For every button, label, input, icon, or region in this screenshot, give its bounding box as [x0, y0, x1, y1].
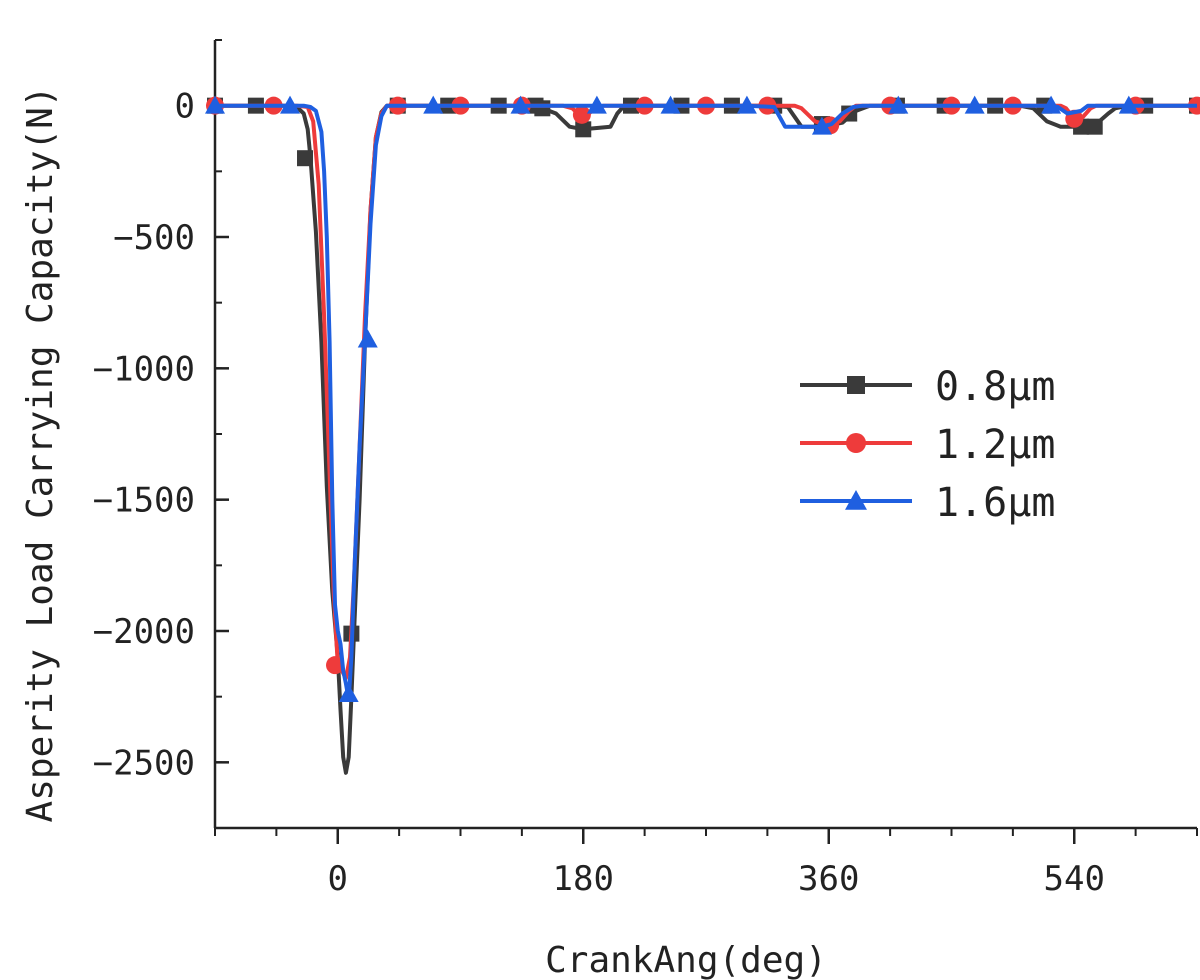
legend-label: 1.2μm: [935, 422, 1055, 468]
legend-item-2: 1.2μm: [800, 422, 1055, 468]
data-point: [586, 95, 607, 114]
y-tick-label: −1000: [93, 349, 195, 389]
y-tick-label: 0: [175, 87, 195, 127]
x-tick-label: 360: [798, 859, 859, 899]
data-point: [326, 656, 345, 675]
data-point: [888, 95, 909, 114]
x-tick-label: 540: [1044, 859, 1105, 899]
data-point: [280, 95, 301, 114]
data-point: [1086, 118, 1103, 135]
legend: 0.8μm 1.2μm 1.6μm: [800, 364, 1055, 526]
data-point: [357, 329, 378, 348]
legend-marker: [846, 433, 866, 453]
legend-marker: [847, 376, 865, 394]
data-point: [534, 100, 551, 117]
y-tick-label: −1500: [93, 481, 195, 521]
series-line: [215, 103, 1197, 702]
data-point: [572, 105, 591, 124]
data-point: [660, 95, 681, 114]
data-point: [510, 95, 531, 114]
data-point: [423, 95, 444, 114]
chart-axes: 0 −500 −1000 −1500 −2000 −2500 0 180 360 540: [93, 39, 1198, 899]
legend-label: 1.6μm: [935, 480, 1055, 526]
data-point: [297, 150, 314, 167]
y-tick-label: −2500: [93, 743, 195, 783]
legend-marker: [845, 490, 867, 510]
y-tick-label: −500: [113, 218, 195, 258]
data-point: [1118, 95, 1139, 114]
data-point: [964, 95, 985, 114]
y-axis-title: Asperity Load Carrying Capacity(N): [20, 86, 61, 823]
data-point: [1041, 95, 1062, 114]
series-3: [205, 95, 1197, 703]
data-point: [205, 95, 225, 114]
x-tick-label: 180: [553, 859, 614, 899]
x-axis-title: CrankAng(deg): [545, 940, 827, 980]
data-point: [811, 116, 832, 135]
data-point: [736, 95, 757, 114]
data-point: [338, 684, 359, 703]
legend-item-1: 0.8μm: [800, 364, 1055, 410]
y-tick-label: −2000: [93, 612, 195, 652]
legend-label: 0.8μm: [935, 364, 1055, 410]
x-tick-label: 0: [328, 859, 348, 899]
legend-item-3: 1.6μm: [800, 480, 1055, 526]
series-layer: [205, 95, 1200, 775]
data-point: [575, 121, 592, 138]
